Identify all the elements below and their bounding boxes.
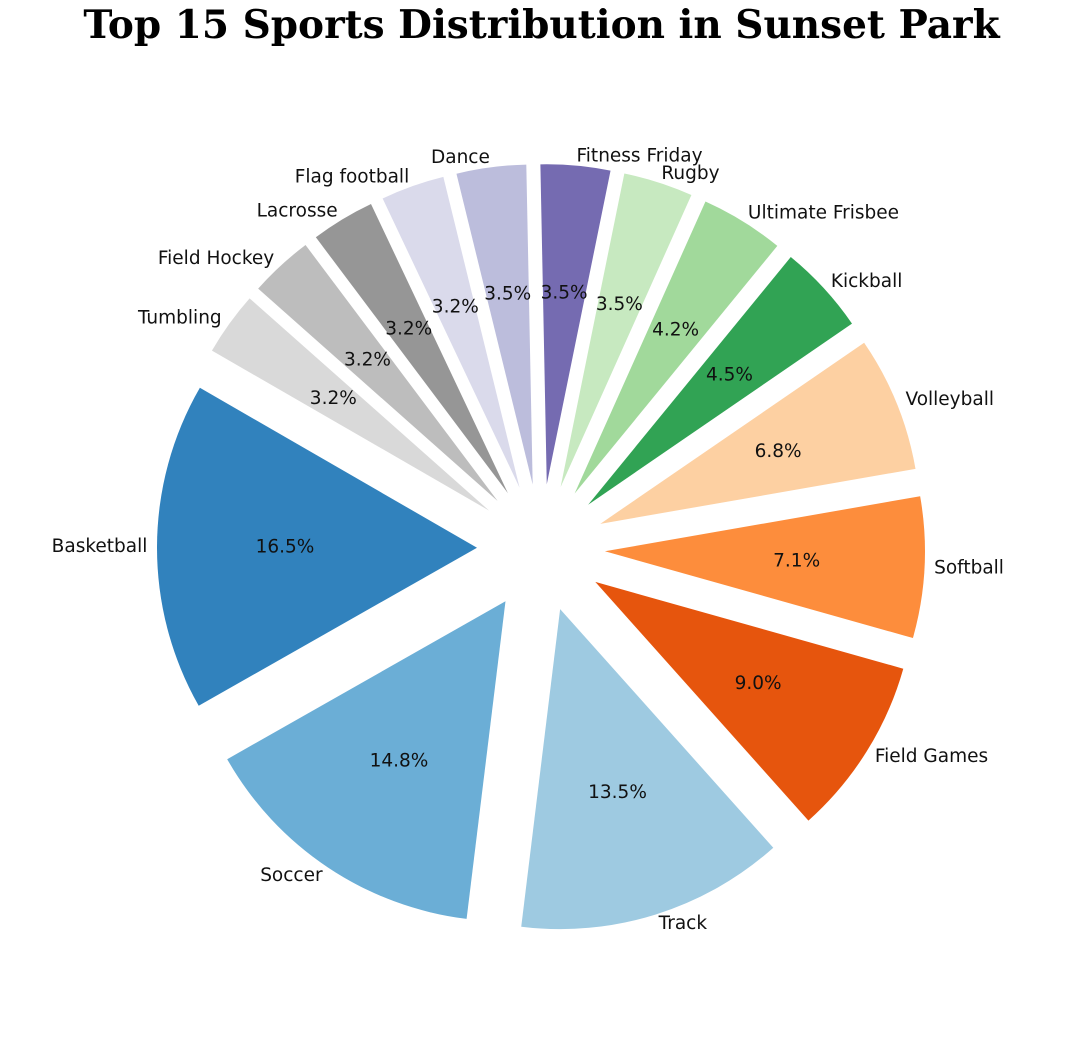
pct-label-field-games: 9.0% bbox=[735, 673, 782, 694]
pct-label-ultimate-frisbee: 4.2% bbox=[652, 320, 699, 341]
pie-slice-track bbox=[521, 609, 774, 930]
slice-label-dance: Dance bbox=[431, 147, 490, 168]
pie-slice-tumbling bbox=[211, 298, 490, 511]
pie-slice-dance bbox=[456, 164, 533, 485]
pie-slice-fitness-friday bbox=[540, 164, 611, 485]
pie-slice-rugby bbox=[560, 173, 692, 488]
pct-label-field-hockey: 3.2% bbox=[344, 349, 391, 370]
slice-label-fitness-friday: Fitness Friday bbox=[577, 146, 703, 167]
pct-label-volleyball: 6.8% bbox=[755, 441, 802, 462]
pie-slice-lacrosse bbox=[315, 203, 508, 494]
pct-label-fitness-friday: 3.5% bbox=[541, 283, 588, 304]
pct-label-soccer: 14.8% bbox=[370, 750, 429, 771]
pct-label-tumbling: 3.2% bbox=[310, 388, 357, 409]
pct-label-softball: 7.1% bbox=[773, 551, 820, 572]
slice-label-basketball: Basketball bbox=[52, 536, 148, 557]
pie-slice-flag-football bbox=[382, 176, 520, 488]
pie-slice-ultimate-frisbee bbox=[574, 201, 778, 494]
slice-label-soccer: Soccer bbox=[260, 865, 323, 886]
pct-label-dance: 3.5% bbox=[484, 284, 531, 305]
pie-slice-softball bbox=[604, 496, 925, 639]
pie-slice-basketball bbox=[157, 387, 478, 706]
chart-title: Top 15 Sports Distribution in Sunset Par… bbox=[83, 2, 1000, 48]
slice-label-field-games: Field Games bbox=[875, 746, 988, 767]
slice-label-track: Track bbox=[658, 913, 708, 934]
pie-slice-soccer bbox=[227, 601, 506, 919]
pie-slice-volleyball bbox=[600, 342, 916, 524]
pct-label-lacrosse: 3.2% bbox=[385, 318, 432, 339]
pie-slice-field-games bbox=[595, 581, 904, 821]
pct-label-rugby: 3.5% bbox=[596, 294, 643, 315]
slice-label-softball: Softball bbox=[934, 558, 1004, 579]
slice-label-tumbling: Tumbling bbox=[137, 307, 222, 328]
slice-label-kickball: Kickball bbox=[831, 271, 903, 292]
pct-label-basketball: 16.5% bbox=[256, 537, 315, 558]
slice-label-ultimate-frisbee: Ultimate Frisbee bbox=[748, 203, 899, 224]
pie-slice-kickball bbox=[588, 257, 852, 505]
pct-label-flag-football: 3.2% bbox=[432, 296, 479, 317]
pct-label-kickball: 4.5% bbox=[706, 364, 753, 385]
pie-slice-field-hockey bbox=[258, 245, 498, 501]
slice-label-rugby: Rugby bbox=[661, 163, 719, 184]
pct-label-track: 13.5% bbox=[588, 782, 647, 803]
slice-label-field-hockey: Field Hockey bbox=[158, 248, 274, 269]
slice-label-lacrosse: Lacrosse bbox=[257, 201, 338, 222]
slice-label-flag-football: Flag football bbox=[295, 167, 410, 188]
slice-label-volleyball: Volleyball bbox=[905, 389, 994, 410]
